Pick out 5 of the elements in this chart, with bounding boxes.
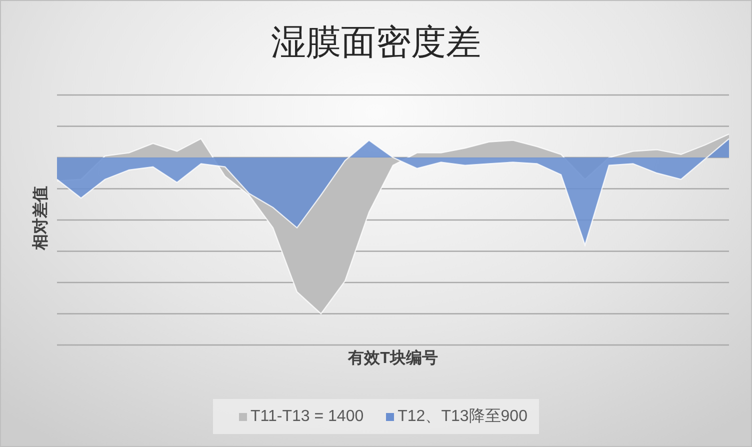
x-axis-title: 有效T块编号 [346,348,439,369]
chart-title: 湿膜面密度差 [270,22,482,64]
legend-label: T12、T13降至900 [398,407,528,427]
y-axis-title: 相对差值 [31,186,50,250]
legend-label: T11-T13 = 1400 [250,408,364,426]
